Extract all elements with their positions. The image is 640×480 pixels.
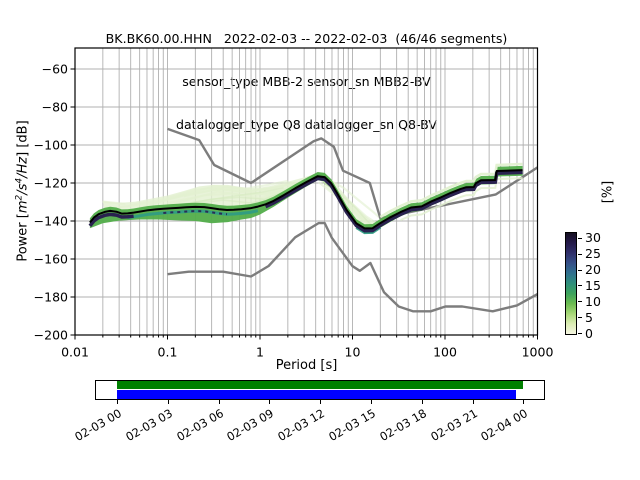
time-axis-tick <box>167 400 169 404</box>
x-tick-label: 0.01 <box>61 345 89 360</box>
x-axis-label: Period [s] <box>275 358 338 373</box>
histogram-light-fringe-top <box>379 162 523 219</box>
ppsd-mode-line <box>89 169 523 230</box>
time-axis-tick <box>371 400 372 404</box>
histogram-green-band <box>89 165 523 234</box>
colorbar-tick <box>578 317 582 319</box>
x-tick-label: 1000 <box>522 345 554 360</box>
y-tick-label: −80 <box>42 99 68 114</box>
colorbar-tick-label: 0 <box>585 325 593 341</box>
time-axis-tick <box>523 400 525 404</box>
colorbar <box>565 232 577 335</box>
plot-data-group <box>88 127 538 313</box>
time-axis-tick <box>320 400 322 404</box>
time-axis-tick <box>421 400 423 404</box>
y-tick-label: −120 <box>34 175 68 190</box>
time-coverage-bar-blue <box>117 389 516 399</box>
colorbar-tick-label: 5 <box>585 309 593 325</box>
colorbar-tick <box>578 253 582 255</box>
histogram-light-fringe-bottom <box>400 177 523 222</box>
histogram-navy-core <box>88 212 134 228</box>
x-tick-label: 10 <box>345 345 361 360</box>
colorbar-tick-label: 15 <box>585 277 601 293</box>
colorbar-tick <box>578 301 582 303</box>
colorbar-tick <box>578 285 582 287</box>
page-title: BK.BK60.00.HHN 2022-02-03 -- 2022-02-03 … <box>105 30 508 46</box>
colorbar-tick-label: 30 <box>585 230 601 246</box>
histogram-navy-core <box>264 170 523 233</box>
y-tick-label: −180 <box>34 289 68 304</box>
colorbar-label: [%] <box>600 180 616 204</box>
y-tick-label: −160 <box>34 251 68 266</box>
colorbar-tick-label: 20 <box>585 262 601 278</box>
colorbar-tick <box>578 333 582 335</box>
colorbar-tick <box>578 269 582 271</box>
y-tick-label: −60 <box>42 61 68 76</box>
histogram-teal-fringe <box>127 209 259 220</box>
y-tick-label: −100 <box>34 137 68 152</box>
psd-wisp-light <box>325 177 384 221</box>
y-tick-label: −200 <box>34 327 68 342</box>
plot-frame <box>74 47 539 336</box>
histogram-light-band <box>102 173 382 229</box>
x-tick-label: 1 <box>256 345 264 360</box>
y-tick-label: −140 <box>34 213 68 228</box>
x-tick-label: 100 <box>433 345 457 360</box>
y-axis-label: Power [m2/s4/Hz] [dB] <box>14 120 31 262</box>
colorbar-tick <box>578 237 582 239</box>
colorbar-tick-label: 10 <box>585 293 601 309</box>
time-coverage-bar-green <box>117 381 524 389</box>
colorbar-tick-label: 25 <box>585 246 601 262</box>
time-axis-tick <box>117 400 118 404</box>
time-axis-tick <box>218 400 220 404</box>
time-axis-tick <box>269 400 271 404</box>
x-tick-label: 0.1 <box>158 345 178 360</box>
time-axis-tick <box>472 400 474 404</box>
nlnm-line <box>167 221 538 313</box>
